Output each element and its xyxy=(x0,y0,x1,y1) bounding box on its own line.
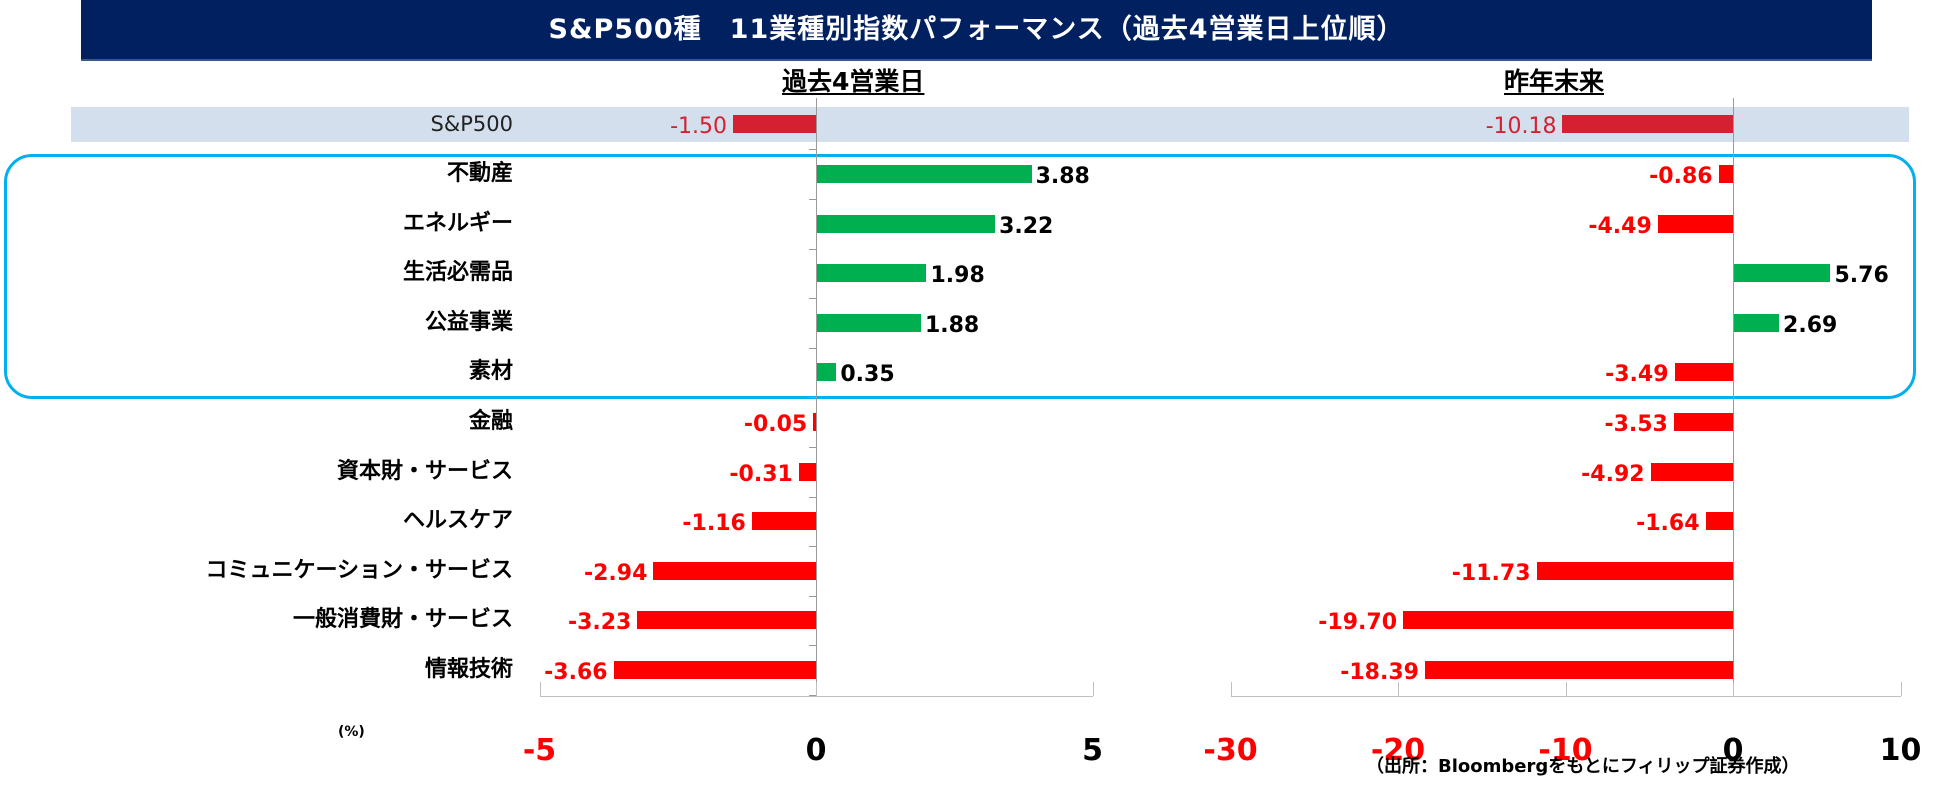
past4-bar xyxy=(813,413,816,431)
past4-value-label: 1.88 xyxy=(924,312,980,338)
past4-value-label: 0.35 xyxy=(840,362,895,388)
sector-label: ヘルスケア xyxy=(402,508,513,534)
category-tick xyxy=(809,149,816,150)
ytd-tick-label: 10 xyxy=(1879,733,1922,768)
ytd-bar xyxy=(1705,512,1733,531)
sector-label: 一般消費財・サービス xyxy=(292,607,513,633)
ytd-tick-label: 0 xyxy=(1722,733,1744,768)
x-tick-mark xyxy=(1398,682,1399,696)
past4-bar xyxy=(817,363,837,382)
ytd-bar xyxy=(1734,264,1831,283)
past4-value-label: -1.50 xyxy=(670,114,728,139)
x-tick-mark xyxy=(539,682,541,696)
ytd-tick-label: -30 xyxy=(1203,733,1258,768)
ytd-value-label: -1.64 xyxy=(1636,511,1700,537)
ytd-bar xyxy=(1657,214,1733,233)
past4-value-label: -0.31 xyxy=(729,461,793,487)
ytd-value-label: 5.76 xyxy=(1834,263,1889,289)
ytd-value-label: -3.53 xyxy=(1604,412,1668,437)
x-tick-mark xyxy=(1230,682,1232,696)
ytd-bar xyxy=(1718,165,1733,183)
header-ytd: 昨年末来 xyxy=(1504,67,1605,96)
x-tick-mark xyxy=(1733,682,1734,696)
ytd-value-label: -19.70 xyxy=(1318,610,1398,636)
ytd-bar xyxy=(1424,661,1733,679)
sector-label: エネルギー xyxy=(402,210,513,236)
category-tick xyxy=(809,695,816,696)
ytd-value-label: 2.69 xyxy=(1783,312,1838,338)
sector-label: コミュニケーション・サービス xyxy=(205,557,513,583)
unit-label: (%) xyxy=(338,724,365,740)
x-tick-mark xyxy=(1900,682,1902,696)
source-note: （出所：Bloombergをもとにフィリップ証券作成） xyxy=(1366,756,1800,777)
category-tick xyxy=(809,298,816,300)
past4-value-label: 3.22 xyxy=(999,213,1054,239)
category-tick xyxy=(809,645,816,647)
header-past-4-days: 過去4営業日 xyxy=(782,67,925,96)
ytd-x-axis xyxy=(1230,696,1901,697)
ytd-tick-label: -20 xyxy=(1370,733,1426,768)
past4-value-label: 1.98 xyxy=(930,263,985,289)
past4-tick-label: 0 xyxy=(805,733,827,768)
ytd-bar xyxy=(1650,462,1733,481)
past4-value-label: 3.88 xyxy=(1035,164,1090,189)
category-tick xyxy=(809,546,816,548)
ytd-bar xyxy=(1673,413,1733,431)
sector-label: 生活必需品 xyxy=(402,260,513,286)
ytd-value-label: -11.73 xyxy=(1451,560,1531,586)
past4-bar xyxy=(817,214,996,233)
past4-bar xyxy=(817,165,1032,183)
past4-bar xyxy=(817,264,927,283)
past4-bar xyxy=(653,561,816,580)
top5-highlight-box xyxy=(4,154,1916,399)
sector-label: 素材 xyxy=(468,359,513,385)
past4-value-label: -3.66 xyxy=(544,660,608,685)
x-tick-mark xyxy=(816,682,817,696)
past4-bar xyxy=(637,611,816,630)
category-tick xyxy=(809,447,816,448)
ytd-value-label: -3.49 xyxy=(1605,362,1669,388)
ytd-bar xyxy=(1536,561,1733,580)
ytd-zero-axis xyxy=(1733,98,1734,696)
past4-value-label: -0.05 xyxy=(743,412,808,437)
past4-tick-label: -5 xyxy=(522,733,557,768)
ytd-bar xyxy=(1562,115,1733,133)
category-tick xyxy=(809,595,816,597)
past4-value-label: -1.16 xyxy=(682,511,746,537)
past4-bar xyxy=(798,462,816,481)
past4-zero-axis xyxy=(816,98,817,696)
category-tick xyxy=(809,347,816,349)
ytd-value-label: -10.18 xyxy=(1485,114,1557,139)
sector-label: 不動産 xyxy=(446,161,513,186)
sector-label: 資本財・サービス xyxy=(336,458,513,484)
past4-value-label: -2.94 xyxy=(583,560,648,586)
x-tick-mark xyxy=(1092,682,1094,696)
x-tick-mark xyxy=(1565,682,1567,696)
past4-bar xyxy=(733,115,816,133)
ytd-tick-label: -10 xyxy=(1538,733,1593,768)
ytd-bar xyxy=(1674,363,1733,382)
category-tick xyxy=(809,248,816,250)
ytd-value-label: -18.39 xyxy=(1340,660,1419,685)
category-tick xyxy=(809,397,816,399)
sector-label: 公益事業 xyxy=(424,309,513,335)
sector-label: 金融 xyxy=(468,409,513,434)
index-label: S&P500 xyxy=(430,112,513,136)
chart-title: S&P500種 11業種別指数パフォーマンス（過去4営業日上位順） xyxy=(81,0,1872,61)
sector-label: 情報技術 xyxy=(424,657,513,682)
ytd-value-label: -0.86 xyxy=(1649,164,1713,189)
past4-bar xyxy=(751,512,816,531)
ytd-value-label: -4.49 xyxy=(1588,213,1652,239)
past4-x-axis xyxy=(539,696,1093,697)
ytd-bar xyxy=(1734,313,1780,332)
ytd-bar xyxy=(1403,611,1733,630)
past4-bar xyxy=(817,313,921,332)
past4-tick-label: 5 xyxy=(1082,733,1103,768)
ytd-value-label: -4.92 xyxy=(1581,461,1645,487)
past4-bar xyxy=(613,661,816,679)
category-tick xyxy=(809,496,816,498)
past4-value-label: -3.23 xyxy=(567,610,632,636)
category-tick xyxy=(809,199,816,200)
